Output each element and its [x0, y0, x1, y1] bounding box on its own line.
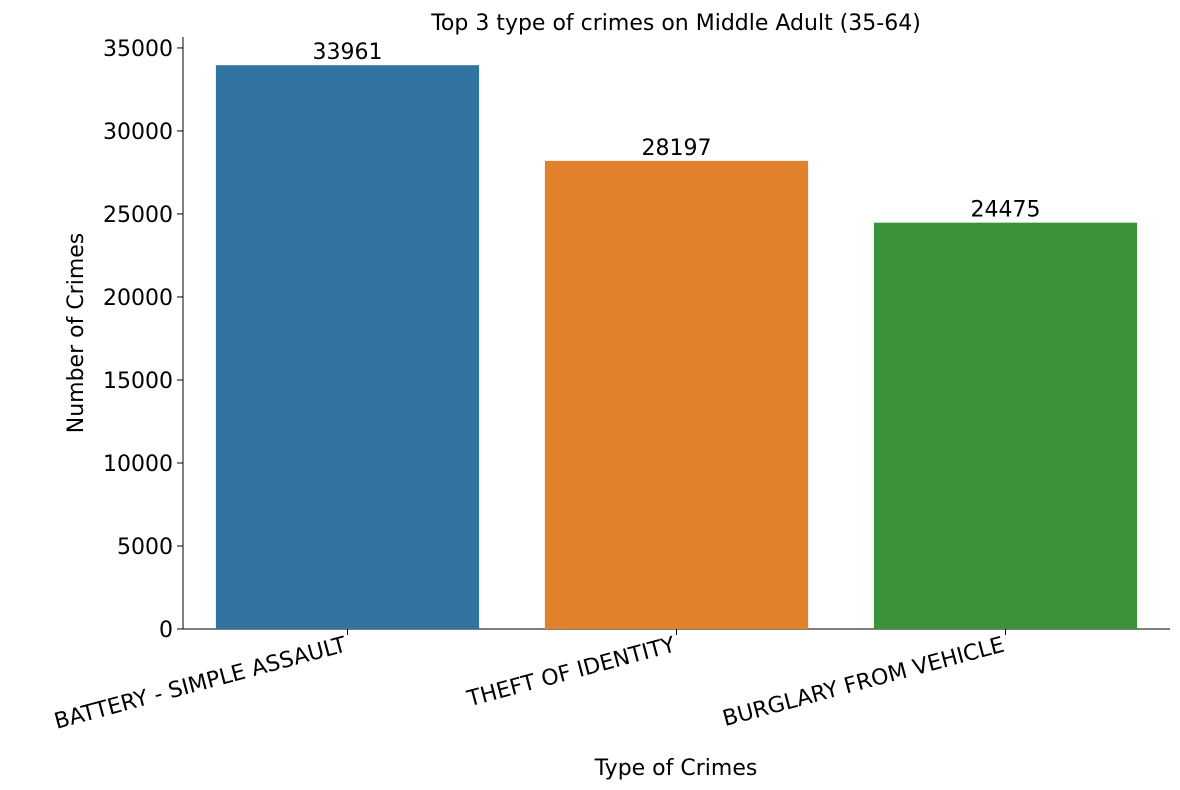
value-label: 28197: [642, 136, 712, 161]
x-tick-label: BURGLARY FROM VEHICLE: [720, 633, 1007, 732]
value-label: 24475: [971, 198, 1041, 223]
y-tick-label: 10000: [103, 452, 173, 477]
bar: [873, 222, 1138, 629]
y-tick-label: 15000: [103, 369, 173, 394]
x-axis-label: Type of Crimes: [594, 756, 758, 781]
y-axis-label: Number of Crimes: [64, 233, 89, 434]
bar: [215, 65, 480, 629]
y-tick-label: 20000: [103, 286, 173, 311]
y-tick-label: 25000: [103, 203, 173, 228]
y-tick-label: 35000: [103, 37, 173, 62]
chart-title: Top 3 type of crimes on Middle Adult (35…: [430, 11, 921, 36]
x-tick-label: BATTERY - SIMPLE ASSAULT: [52, 633, 350, 735]
bar: [544, 160, 809, 629]
y-tick-label: 30000: [103, 120, 173, 145]
x-tick-label: THEFT OF IDENTITY: [464, 633, 679, 713]
y-tick-label: 0: [159, 618, 173, 643]
value-label: 33961: [313, 40, 383, 65]
y-tick-label: 5000: [117, 535, 173, 560]
